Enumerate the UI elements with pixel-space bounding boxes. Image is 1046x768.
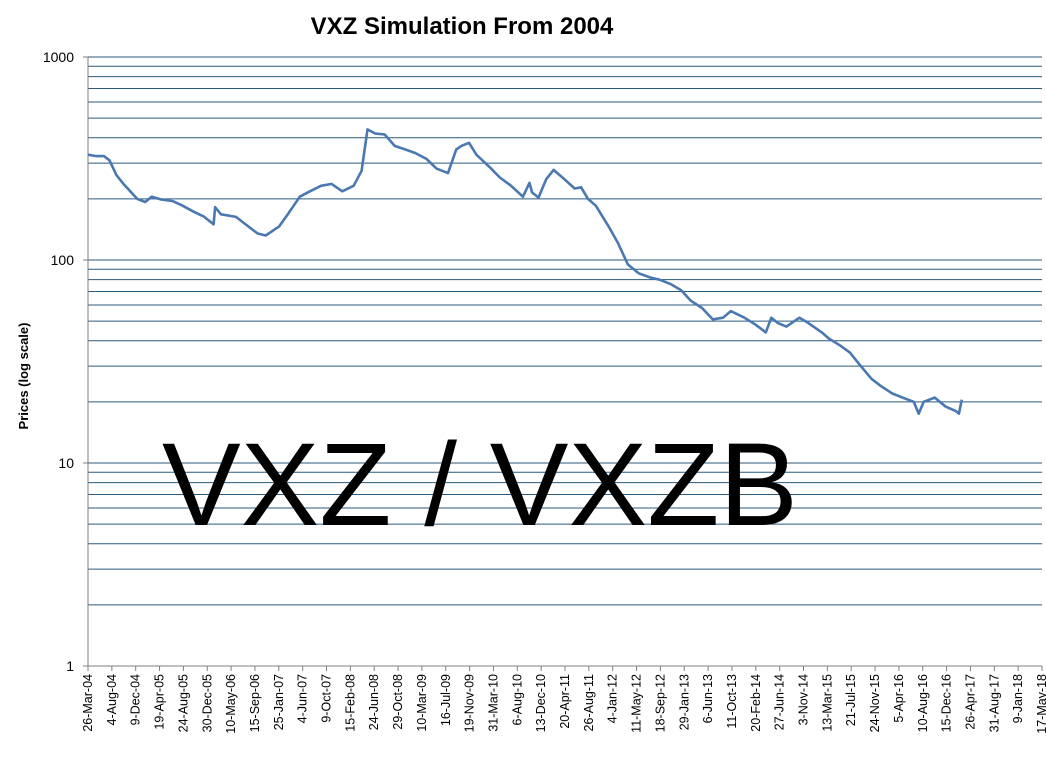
series-line-vxz — [87, 128, 964, 415]
axes — [83, 56, 1043, 671]
x-tick-label: 24-Aug-05 — [176, 674, 190, 732]
y-axis-label: Prices (log scale) — [16, 323, 31, 430]
x-tick-label: 17-May-18 — [1035, 674, 1046, 734]
x-tick-label: 26-Aug-11 — [582, 674, 596, 731]
x-tick-label: 13-Mar-15 — [820, 674, 834, 732]
x-tick-label: 29-Jan-13 — [677, 674, 691, 730]
x-tick-label: 30-Dec-05 — [200, 674, 214, 732]
chart-title: VXZ Simulation From 2004 — [311, 13, 614, 40]
x-tick-label: 15-Sep-06 — [248, 674, 262, 732]
x-tick-label: 9-Jan-18 — [1011, 674, 1025, 723]
x-tick-label: 3-Nov-14 — [797, 674, 811, 725]
x-tick-label: 20-Apr-11 — [558, 674, 572, 729]
x-tick-label: 10-May-06 — [224, 674, 238, 734]
x-tick-label: 9-Oct-07 — [320, 674, 334, 723]
x-tick-label: 25-Jan-07 — [272, 674, 286, 730]
x-tick-label: 10-Mar-09 — [415, 674, 429, 732]
gridlines — [88, 56, 1042, 667]
x-tick-label: 4-Jan-12 — [606, 674, 620, 723]
x-tick-label: 26-Apr-17 — [963, 674, 977, 730]
x-tick-label: 19-Apr-05 — [153, 674, 167, 730]
x-tick-label: 27-Jun-14 — [773, 674, 787, 730]
x-axis-tick-labels: 26-Mar-04 4-Aug-04 9-Dec-04 19-Apr-05 24-Aug… — [81, 674, 1046, 734]
y-tick-label: 10 — [58, 455, 74, 471]
x-tick-label: 11-May-12 — [630, 674, 644, 733]
x-tick-label: 6-Jun-13 — [701, 674, 715, 723]
x-tick-label: 15-Feb-08 — [343, 674, 357, 732]
x-tick-label: 19-Nov-09 — [463, 674, 477, 732]
x-tick-label: 31-Aug-17 — [987, 674, 1001, 732]
x-tick-label: 5-Apr-16 — [892, 674, 906, 723]
x-tick-label: 18-Sep-12 — [653, 674, 667, 732]
x-tick-label: 24-Jun-08 — [367, 674, 381, 730]
x-tick-label: 11-Oct-13 — [725, 674, 739, 729]
x-tick-label: 21-Jul-15 — [844, 674, 858, 726]
x-tick-label: 26-Mar-04 — [81, 674, 95, 732]
y-tick-label: 1000 — [43, 49, 74, 65]
y-tick-label: 100 — [51, 252, 75, 268]
x-tick-label: 31-Mar-10 — [486, 674, 500, 732]
x-tick-label: 4-Aug-04 — [105, 674, 119, 725]
x-tick-label: 24-Nov-15 — [868, 674, 882, 732]
x-tick-label: 29-Oct-08 — [391, 674, 405, 730]
x-tick-label: 20-Feb-14 — [749, 674, 763, 732]
x-tick-label: 4-Jun-07 — [296, 674, 310, 723]
x-tick-label: 9-Dec-04 — [129, 674, 143, 725]
y-axis-tick-labels: 1 10 100 1000 — [43, 49, 74, 674]
y-tick-label: 1 — [66, 658, 74, 674]
x-tick-label: 15-Dec-16 — [940, 674, 954, 732]
overlay-text-vxz-vxzb: VXZ / VXZB — [162, 419, 798, 551]
x-tick-label: 6-Aug-10 — [510, 674, 524, 725]
x-tick-label: 10-Aug-16 — [916, 674, 930, 732]
x-tick-label: 16-Jul-09 — [439, 674, 453, 726]
x-tick-label: 13-Dec-10 — [534, 674, 548, 732]
